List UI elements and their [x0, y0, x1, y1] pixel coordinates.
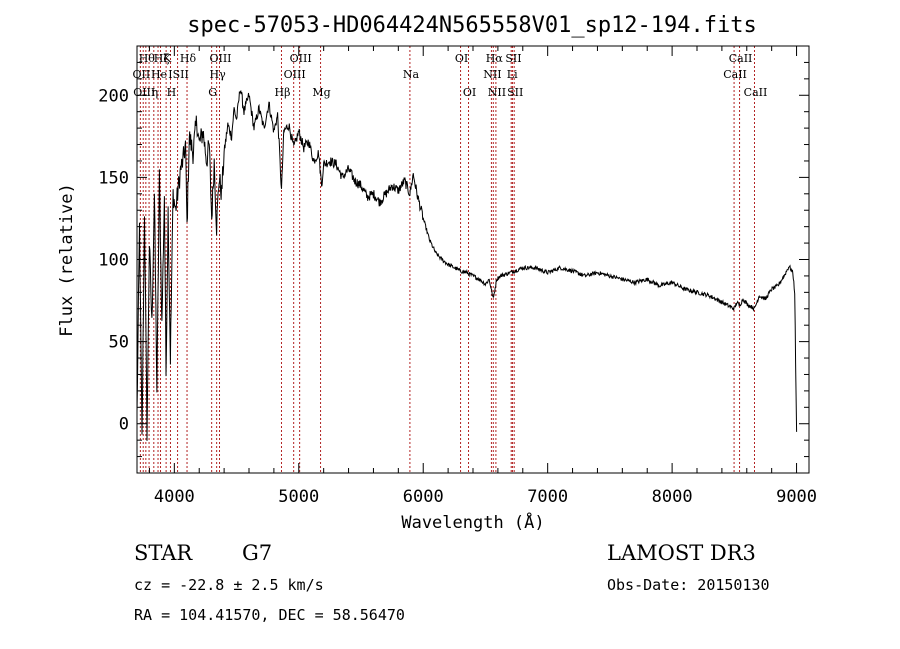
object-subclass: G7 [242, 541, 272, 565]
spectral-line-label: OIII [290, 52, 312, 65]
spectral-line-label: G [208, 86, 217, 99]
spectral-line-label: Li [507, 68, 518, 81]
spectral-line-label: ISII [168, 68, 189, 81]
spectrum-line [136, 90, 798, 441]
spectral-line-label: CaII [744, 86, 768, 99]
spectral-line-label: He [151, 68, 167, 81]
spectral-line-label: SII [505, 52, 521, 65]
spectral-line-label: OI [455, 52, 468, 65]
spectral-line-label: Hα [486, 52, 504, 65]
x-tick-label: 7000 [527, 487, 568, 507]
y-tick-label: 150 [98, 168, 129, 188]
chart-title: spec-57053-HD064424N565558V01_sp12-194.f… [187, 13, 757, 38]
spectral-line-label: SII [507, 86, 523, 99]
y-tick-label: 0 [119, 415, 129, 435]
spectral-line-markers [139, 46, 755, 473]
spectral-line-label: Hβ [275, 86, 291, 99]
coordinates-readout: RA = 104.41570, DEC = 58.56470 [134, 606, 405, 624]
y-tick-label: 200 [98, 86, 129, 106]
x-tick-label: 4000 [154, 487, 195, 507]
spectral-line-label: η [152, 86, 159, 99]
spectral-line-label: NII [483, 68, 501, 81]
spectral-line-label: NII [488, 86, 506, 99]
spectral-line-label: OIII [284, 68, 306, 81]
y-tick-label: 50 [109, 333, 129, 353]
spectral-line-label: CaII [729, 52, 753, 65]
observation-date: Obs-Date: 20150130 [607, 576, 770, 594]
spectral-line-label: CaII [723, 68, 747, 81]
spectral-line-label: K [163, 52, 172, 65]
redshift-readout: cz = -22.8 ± 2.5 km/s [134, 576, 324, 594]
x-axis-ticks: 4000 5000 6000 7000 8000 9000 [148, 46, 817, 507]
x-tick-label: 9000 [776, 487, 817, 507]
spectral-line-label: Na [403, 68, 420, 81]
survey-name: LAMOST DR3 [607, 541, 756, 565]
x-tick-label: 5000 [278, 487, 319, 507]
x-axis-label: Wavelength (Å) [401, 511, 544, 533]
spectral-line-labels: OIIOIIIHθηHeHζKHISIIHδGHγOIIIHβOIIIOIIIM… [133, 52, 768, 99]
x-tick-label: 6000 [403, 487, 444, 507]
y-tick-label: 100 [98, 251, 129, 271]
y-axis-ticks: 0 50 100 150 200 [98, 61, 809, 458]
x-tick-label: 8000 [652, 487, 693, 507]
y-axis-label: Flux (relative) [57, 183, 77, 337]
spectral-line-label: H [167, 86, 177, 99]
object-class: STAR [134, 541, 193, 565]
spectral-line-label: Hζ [154, 52, 170, 65]
spectral-line-label: Hδ [180, 52, 197, 65]
spectral-line-label: OI [463, 86, 476, 99]
spectral-line-label: Hθ [139, 52, 156, 65]
spectral-line-label: Mg [312, 86, 330, 99]
spectral-line-label: Hγ [210, 68, 227, 81]
spectral-line-label: OIII [209, 52, 231, 65]
